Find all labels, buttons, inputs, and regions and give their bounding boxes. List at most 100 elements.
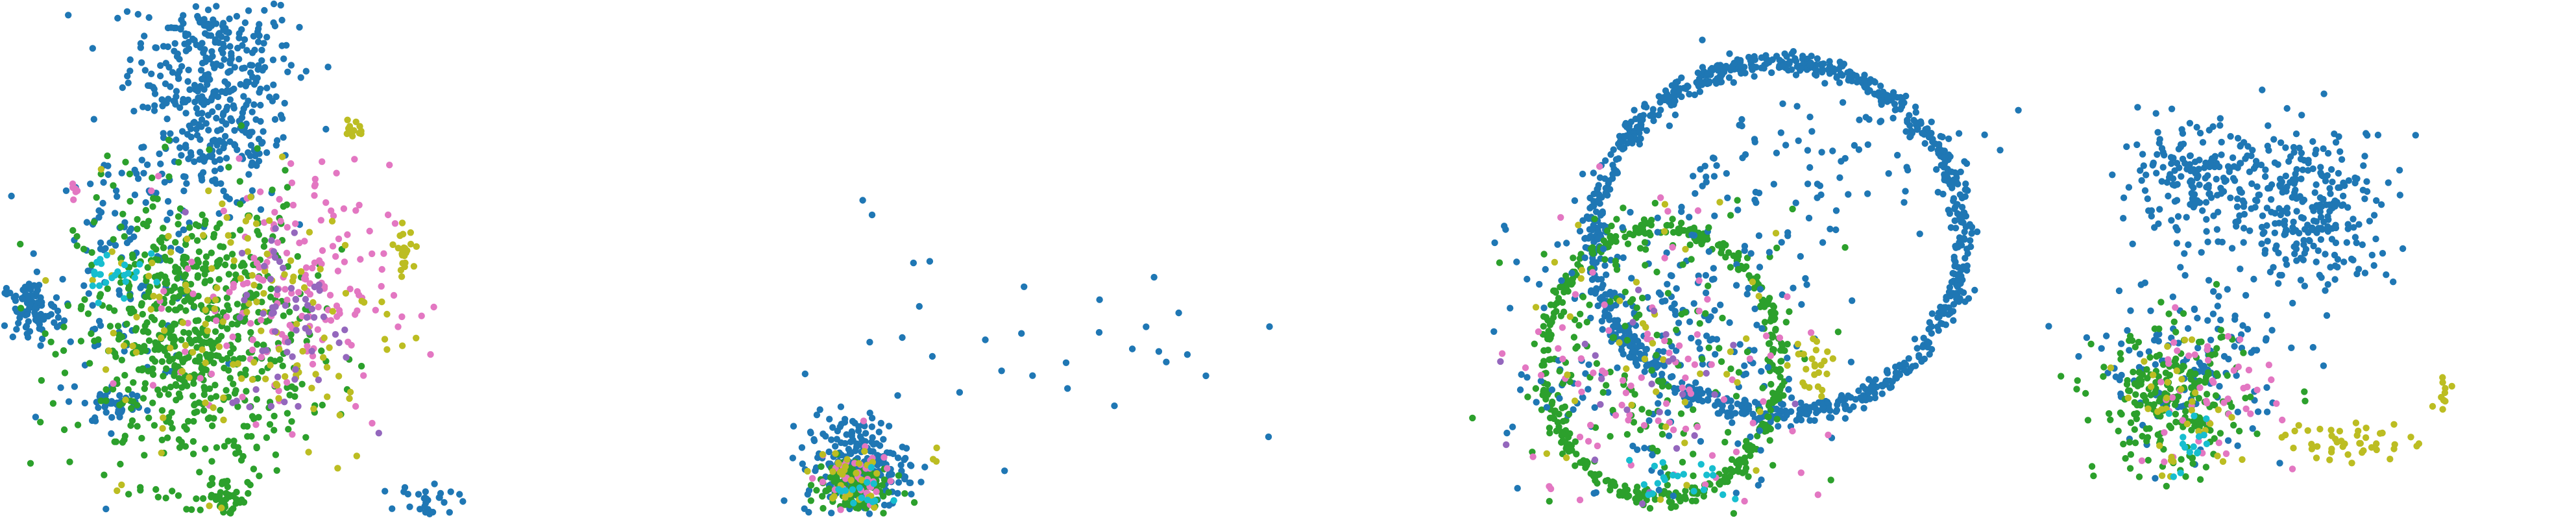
scatter-point-blue — [1775, 423, 1782, 430]
scatter-point-blue — [1820, 60, 1827, 68]
scatter-point-pink — [1797, 469, 1804, 476]
scatter-point-blue — [1836, 174, 1843, 181]
scatter-point-pink — [182, 348, 189, 355]
scatter-point-pink — [1729, 376, 1736, 384]
scatter-point-blue — [1692, 379, 1699, 386]
scatter-point-blue — [215, 103, 222, 110]
scatter-point-blue — [421, 494, 429, 502]
scatter-point-blue — [1997, 147, 2004, 154]
scatter-point-blue — [130, 233, 138, 240]
scatter-point-olive — [389, 241, 396, 249]
scatter-point-blue — [2332, 224, 2340, 232]
scatter-point-blue — [131, 191, 139, 199]
scatter-point-pink — [292, 220, 299, 227]
scatter-point-blue — [1747, 433, 1754, 441]
scatter-point-blue — [2290, 143, 2298, 151]
scatter-point-green — [2115, 427, 2122, 435]
scatter-point-blue — [1667, 373, 1675, 381]
scatter-point-blue — [447, 488, 454, 495]
scatter-point-green — [298, 380, 306, 388]
scatter-point-blue — [230, 102, 237, 109]
scatter-point-blue — [2194, 174, 2201, 182]
scatter-point-blue — [143, 161, 151, 168]
scatter-point-blue — [1816, 182, 1824, 190]
scatter-point-blue — [271, 116, 279, 123]
scatter-point-blue — [1726, 319, 1733, 327]
scatter-point-green — [208, 475, 215, 482]
scatter-point-blue — [2322, 177, 2329, 184]
scatter-point-green — [1672, 503, 1679, 510]
scatter-point-blue — [156, 150, 163, 158]
scatter-point-blue — [2175, 145, 2183, 153]
scatter-point-blue — [1940, 306, 1948, 314]
scatter-point-blue — [257, 206, 265, 213]
scatter-point-blue — [223, 106, 230, 114]
scatter-point-blue — [208, 152, 216, 160]
scatter-point-blue — [1859, 383, 1867, 390]
scatter-point-blue — [215, 30, 223, 37]
scatter-point-blue — [875, 428, 883, 436]
scatter-point-blue — [422, 509, 429, 516]
scatter-point-blue — [828, 436, 835, 443]
scatter-point-blue — [188, 133, 195, 141]
scatter-point-green — [1705, 344, 1712, 351]
scatter-point-green — [1540, 323, 1547, 330]
scatter-point-blue — [193, 105, 200, 112]
scatter-point-pink — [149, 382, 157, 389]
scatter-point-blue — [1802, 410, 1809, 417]
scatter-point-blue — [822, 432, 829, 440]
scatter-point-green — [1540, 251, 1548, 258]
scatter-point-green — [181, 423, 188, 430]
scatter-point-blue — [2203, 184, 2210, 191]
scatter-point-green — [173, 306, 180, 314]
scatter-point-blue — [2283, 105, 2290, 112]
scatter-point-blue — [1755, 190, 1763, 197]
scatter-point-green — [2144, 434, 2152, 441]
scatter-point-olive — [1662, 423, 1670, 430]
scatter-point-blue — [181, 40, 188, 47]
scatter-point-green — [1766, 295, 1773, 302]
scatter-point-blue — [1694, 69, 1701, 77]
scatter-point-green — [1705, 282, 1712, 290]
scatter-point-olive — [1577, 275, 1585, 282]
scatter-point-blue — [245, 7, 252, 14]
scatter-point-blue — [2231, 343, 2238, 350]
scatter-point-olive — [306, 228, 313, 236]
scatter-point-pink — [1784, 293, 1791, 301]
scatter-point-green — [1610, 334, 1618, 341]
scatter-point-green — [121, 233, 128, 240]
scatter-point-blue — [2316, 271, 2323, 278]
scatter-point-blue — [2297, 277, 2305, 284]
scatter-point-blue — [178, 128, 186, 135]
scatter-point-blue — [2300, 241, 2307, 249]
scatter-point-olive — [97, 166, 105, 173]
scatter-point-blue — [1925, 325, 1932, 333]
scatter-point-blue — [2221, 178, 2228, 185]
scatter-point-blue — [2140, 162, 2147, 169]
scatter-point-blue — [2337, 148, 2344, 155]
scatter-point-blue — [1921, 130, 1928, 138]
scatter-point-purple — [271, 254, 279, 261]
scatter-point-cyan — [1649, 490, 1656, 497]
scatter-point-blue — [114, 14, 121, 22]
scatter-point-blue — [1836, 58, 1843, 66]
scatter-point-pink — [334, 267, 342, 275]
scatter-point-olive — [250, 282, 258, 289]
scatter-point-olive — [335, 373, 343, 380]
scatter-point-green — [237, 122, 245, 129]
scatter-point-green — [191, 371, 198, 378]
scatter-point-olive — [158, 334, 165, 341]
scatter-point-blue — [21, 288, 29, 295]
scatter-point-green — [181, 378, 188, 386]
scatter-point-blue — [1951, 217, 1958, 225]
scatter-point-blue — [1491, 239, 1498, 247]
scatter-point-blue — [1925, 134, 1933, 141]
scatter-point-blue — [141, 67, 149, 74]
scatter-point-green — [165, 136, 173, 143]
scatter-point-purple — [311, 283, 318, 291]
scatter-point-cyan — [121, 295, 128, 302]
scatter-point-olive — [319, 354, 327, 361]
scatter-point-pink — [311, 181, 319, 188]
scatter-point-green — [1696, 320, 1703, 327]
scatter-point-green — [188, 506, 195, 513]
